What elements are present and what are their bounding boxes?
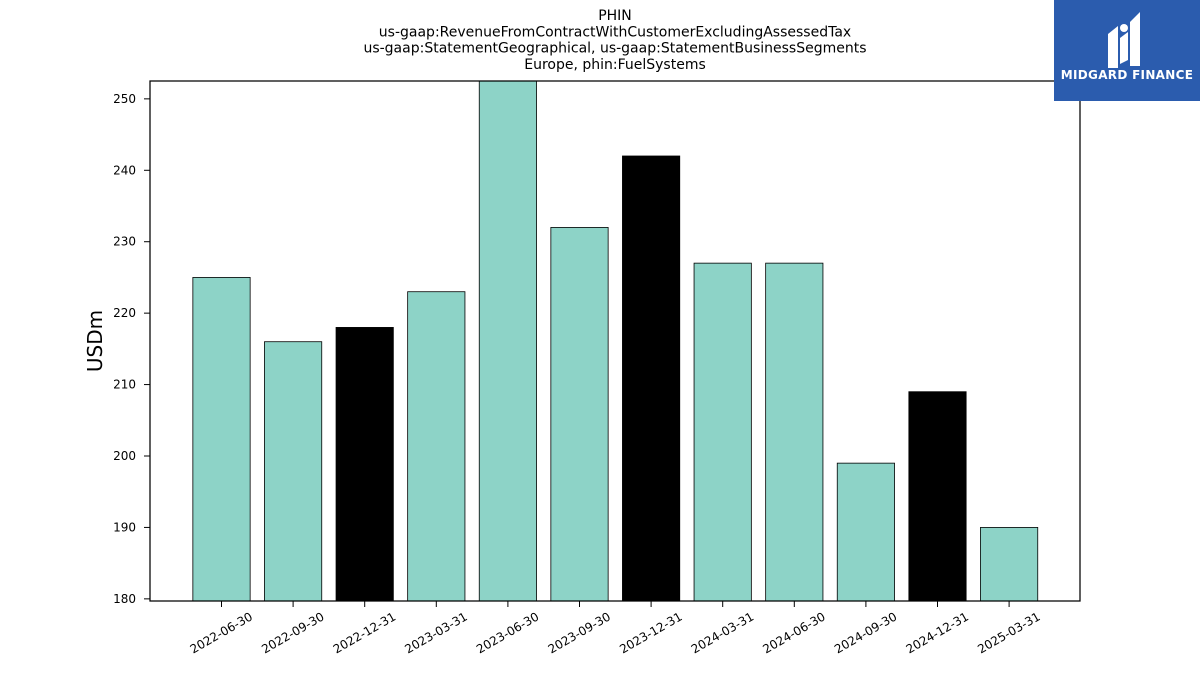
bar-2024-12-31 [908,391,967,602]
logo-text: MIDGARD FINANCE [1060,68,1194,82]
y-tick-label: 190 [113,520,136,534]
y-tick-label: 230 [113,235,136,249]
x-tick-label: 2024-09-30 [832,609,899,656]
midgard-finance-logo: MIDGARD FINANCE [1054,0,1200,101]
title-line: Europe, phin:FuelSystems [524,57,706,73]
bar-2023-09-30 [550,227,609,602]
y-tick-label: 210 [113,378,136,392]
x-tick-label: 2023-06-30 [474,609,541,656]
bar-2023-03-31 [407,291,466,602]
x-tick-label: 2024-06-30 [760,609,827,656]
bar-2023-06-30 [478,80,537,602]
x-tick-label: 2025-03-31 [975,609,1042,656]
x-tick-label: 2024-03-31 [689,609,756,656]
bar-2024-03-31 [693,262,752,602]
y-axis-label: USDm [83,310,107,372]
y-tick-label: 220 [113,306,136,320]
title-line: us-gaap:RevenueFromContractWithCustomerE… [379,24,851,40]
bar-2025-03-31 [980,527,1039,602]
bar-2024-09-30 [836,462,895,602]
y-tick-label: 240 [113,163,136,177]
bar-2022-12-31 [335,327,394,602]
bar-2022-06-30 [192,277,251,602]
logo-mark-icon [1108,12,1140,68]
y-axis: 180 190 200 210 220 230 240 250 [113,92,150,606]
y-tick-label: 200 [113,449,136,463]
bar-series [192,80,1039,602]
bar-2023-12-31 [622,155,681,602]
bar-2022-09-30 [264,341,323,602]
x-tick-label: 2023-12-31 [617,609,684,656]
x-tick-label: 2022-06-30 [188,609,255,656]
x-tick-label: 2023-09-30 [546,609,613,656]
bar-2024-06-30 [765,262,824,602]
x-tick-label: 2024-12-31 [904,609,971,656]
plot-frame [149,80,1081,602]
x-tick-label: 2022-09-30 [259,609,326,656]
x-axis: 2022-06-30 2022-09-30 2022-12-31 2023-03-31… [188,601,1043,656]
title-line: PHIN [598,8,632,24]
y-tick-label: 180 [113,592,136,606]
y-tick-label: 250 [113,92,136,106]
title-line: us-gaap:StatementGeographical, us-gaap:S… [363,41,866,57]
chart-title: PHINus-gaap:RevenueFromContractWithCusto… [363,8,866,73]
x-tick-label: 2023-03-31 [402,609,469,656]
x-tick-label: 2022-12-31 [331,609,398,656]
